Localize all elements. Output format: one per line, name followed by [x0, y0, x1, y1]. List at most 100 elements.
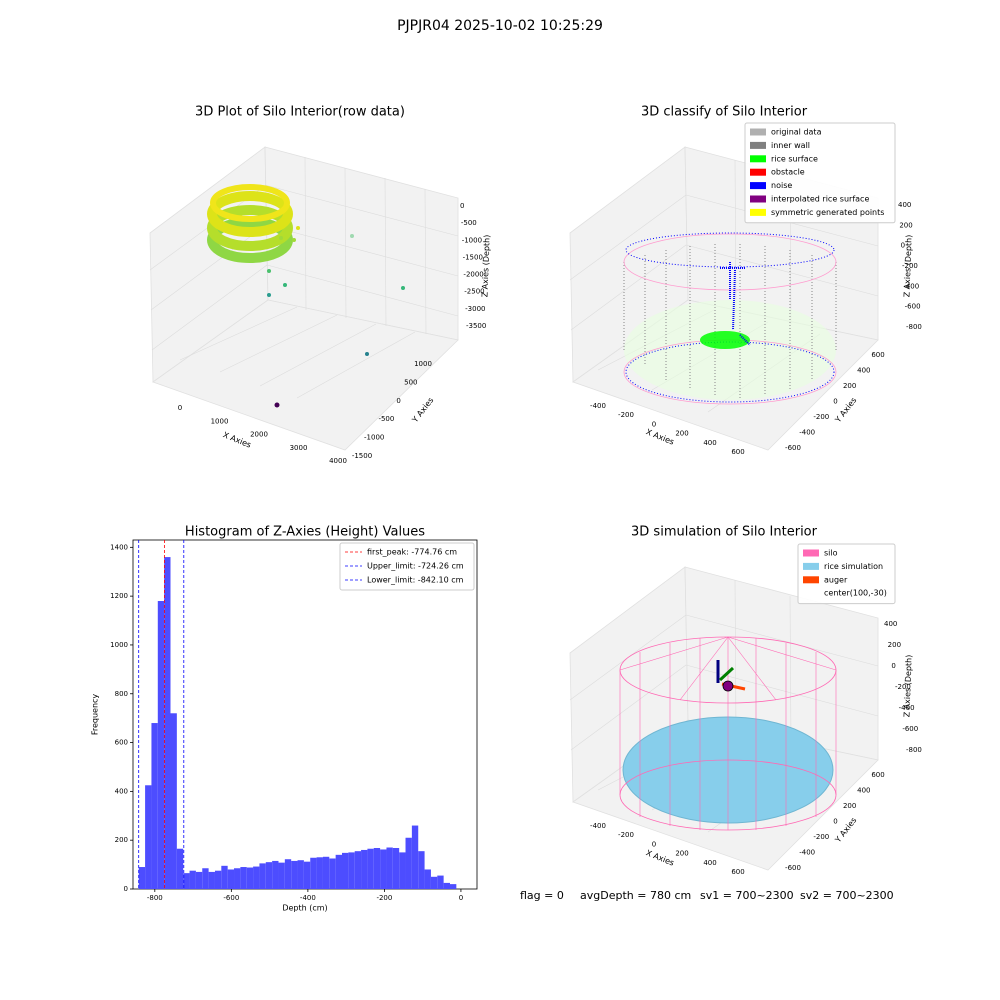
y-tick-label: 1200 [110, 592, 128, 600]
y-tick-label: -500 [378, 415, 394, 423]
bar [202, 868, 209, 889]
y-tick-label: 1400 [110, 543, 128, 551]
legend-label: Lower_limit: -842.10 cm [367, 576, 464, 585]
y-tick-label: -200 [813, 833, 829, 841]
legend-label: silo [824, 549, 838, 558]
x-tick-label: 1000 [211, 417, 229, 425]
bar [195, 871, 203, 889]
axes-title: 3D Plot of Silo Interior(row data) [195, 105, 405, 120]
y-tick-label: -1500 [352, 452, 372, 460]
axes-title: 3D simulation of Silo Interior [631, 525, 818, 540]
y-tick-label: 400 [115, 787, 128, 795]
x-tick-label: 200 [675, 430, 688, 438]
y-tick-label: 600 [871, 351, 884, 359]
x-tick-label: 4000 [329, 457, 347, 465]
z-axis-label: Z Axies (Depth) [902, 235, 913, 298]
bar [265, 862, 273, 889]
x-axis-label: Depth (cm) [282, 904, 327, 913]
y-tick-label: -600 [785, 864, 801, 872]
x-tick-label: 3000 [290, 444, 308, 452]
bar [449, 884, 457, 889]
y-tick-label: 600 [115, 739, 128, 747]
legend-box [797, 543, 896, 605]
footer-text: flag = 0 [520, 889, 564, 902]
bar [189, 870, 196, 889]
bar [259, 863, 266, 889]
bar [399, 852, 406, 889]
z-tick-label: -600 [905, 303, 921, 311]
x-tick-label: -400 [590, 822, 606, 830]
legend-label: rice simulation [824, 562, 883, 571]
bar [316, 857, 323, 889]
bar [138, 867, 146, 889]
bar [424, 869, 431, 889]
y-tick-label: 600 [871, 771, 884, 779]
z-tick-label: -1000 [462, 236, 482, 244]
z-tick-label: -800 [906, 746, 922, 754]
bar [443, 882, 450, 889]
y-tick-label: -600 [785, 444, 801, 452]
y-tick-label: 200 [115, 836, 128, 844]
x-tick-label: -200 [618, 411, 634, 419]
bar [437, 875, 444, 889]
legend-label: Upper_limit: -724.26 cm [367, 562, 464, 571]
z-tick-label: 0 [460, 202, 464, 210]
footer-text: sv1 = 700~2300 [700, 889, 794, 902]
point-cloud [623, 232, 837, 405]
x-tick-label: -400 [590, 402, 606, 410]
legend-box [744, 122, 896, 224]
z-tick-label: -2000 [463, 271, 483, 279]
y-axis-label: Frequency [91, 694, 100, 736]
x-tick-label: 0 [459, 894, 463, 902]
x-tick-label: 200 [675, 850, 688, 858]
bar [322, 856, 330, 889]
legend-swatch [750, 168, 766, 176]
legend-swatch [750, 195, 766, 203]
axes-3d-4 [569, 566, 879, 871]
legend-label: first_peak: -774.76 cm [367, 548, 457, 557]
z-axis-label: Z Axies (Depth) [480, 235, 491, 298]
hist-frame [132, 539, 478, 890]
bar [405, 837, 412, 889]
bar [164, 557, 171, 889]
x-axis-label: X Axies [645, 427, 676, 446]
x-tick-label: 400 [703, 859, 716, 867]
legend-label: noise [771, 181, 792, 190]
z-tick-label: -200 [902, 262, 918, 270]
x-tick-label: 2000 [250, 431, 268, 439]
x-tick-label: -600 [223, 894, 239, 902]
y-tick-label: 400 [857, 787, 870, 795]
bar [392, 847, 400, 889]
bar [234, 868, 241, 889]
z-tick-label: 400 [884, 620, 897, 628]
y-tick-label: 0 [124, 885, 128, 893]
bar [329, 858, 336, 889]
y-tick-label: 0 [833, 818, 837, 826]
x-axis-label: X Axies [645, 848, 676, 867]
bar [430, 876, 438, 889]
y-tick-label: 0 [396, 397, 400, 405]
y-tick-label: 400 [857, 367, 870, 375]
bar [253, 866, 260, 889]
bar [176, 848, 184, 889]
bar [373, 847, 381, 889]
y-tick-label: 200 [843, 802, 856, 810]
x-tick-label: 0 [652, 840, 656, 848]
bar [157, 601, 165, 889]
legend-swatch [803, 589, 819, 597]
z-tick-label: -500 [461, 219, 477, 227]
z-tick-label: -2500 [464, 288, 484, 296]
bar [335, 854, 343, 889]
bar [380, 849, 387, 889]
legend-label: obstacle [771, 168, 805, 177]
bar [348, 852, 355, 889]
z-tick-label: -400 [903, 282, 919, 290]
z-tick-label: -1500 [463, 253, 483, 261]
x-tick-label: 600 [731, 448, 744, 456]
bar [214, 870, 222, 889]
legend-swatch [750, 208, 766, 216]
legend-swatch [750, 128, 766, 136]
x-axis-label: X Axies [222, 430, 253, 449]
z-tick-label: 0 [901, 242, 905, 250]
legend-swatch [750, 141, 766, 149]
